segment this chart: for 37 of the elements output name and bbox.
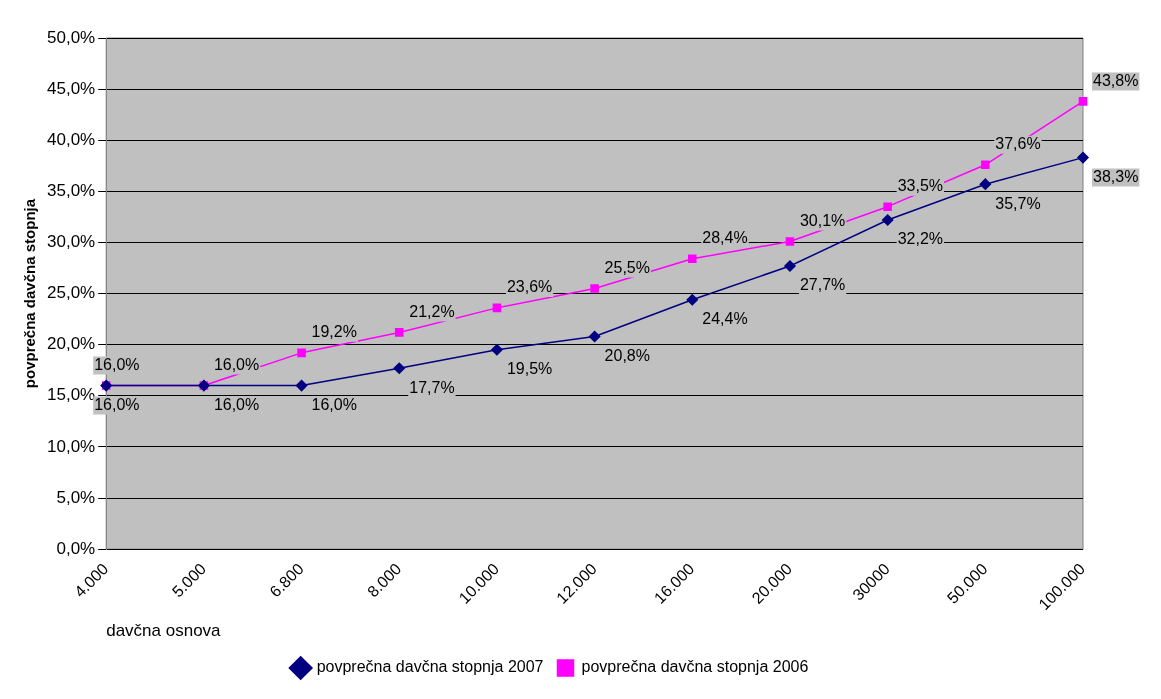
data-label: 16,0% xyxy=(94,395,140,413)
data-label: 19,2% xyxy=(311,323,357,341)
data-label: 32,2% xyxy=(897,230,944,248)
data-label: 16,0% xyxy=(213,395,260,413)
data-label: 35,7% xyxy=(995,194,1041,212)
data-label: 30,1% xyxy=(799,211,846,229)
y-tick-label: 40,0% xyxy=(47,129,96,149)
data-label: 16,0% xyxy=(311,395,357,413)
y-tick-label: 50,0% xyxy=(47,27,96,47)
data-label: 17,7% xyxy=(409,378,455,396)
y-tick-label: 25,0% xyxy=(47,283,96,303)
data-label: 16,0% xyxy=(213,355,260,373)
data-label: 37,6% xyxy=(995,135,1041,153)
data-label: 24,4% xyxy=(702,310,748,328)
y-tick-label: 35,0% xyxy=(47,181,96,201)
data-label: 23,6% xyxy=(506,278,553,296)
legend-label: povprečna davčna stopnja 2006 xyxy=(581,658,809,676)
y-tick-label: 30,0% xyxy=(47,232,96,252)
data-label: 43,8% xyxy=(1093,71,1139,89)
legend-label: povprečna davčna stopnja 2007 xyxy=(316,658,544,676)
y-tick-label: 10,0% xyxy=(47,436,96,456)
y-tick-label: 15,0% xyxy=(47,385,96,405)
y-tick-label: 20,0% xyxy=(47,334,96,354)
data-label: 27,7% xyxy=(799,276,846,294)
x-axis-title: davčna osnova xyxy=(106,621,222,641)
y-tick-label: 5,0% xyxy=(56,487,96,507)
data-label: 19,5% xyxy=(506,360,553,378)
y-axis-title: povprečna davčna stopnja xyxy=(21,198,39,389)
data-label: 25,5% xyxy=(604,258,650,276)
data-label: 16,0% xyxy=(94,355,140,373)
data-label: 33,5% xyxy=(897,177,944,195)
data-label: 38,3% xyxy=(1093,168,1139,186)
y-tick-label: 0,0% xyxy=(56,538,96,558)
data-label: 21,2% xyxy=(409,302,455,320)
y-tick-label: 45,0% xyxy=(47,78,96,98)
data-label: 20,8% xyxy=(604,346,650,364)
data-label: 28,4% xyxy=(702,229,748,247)
